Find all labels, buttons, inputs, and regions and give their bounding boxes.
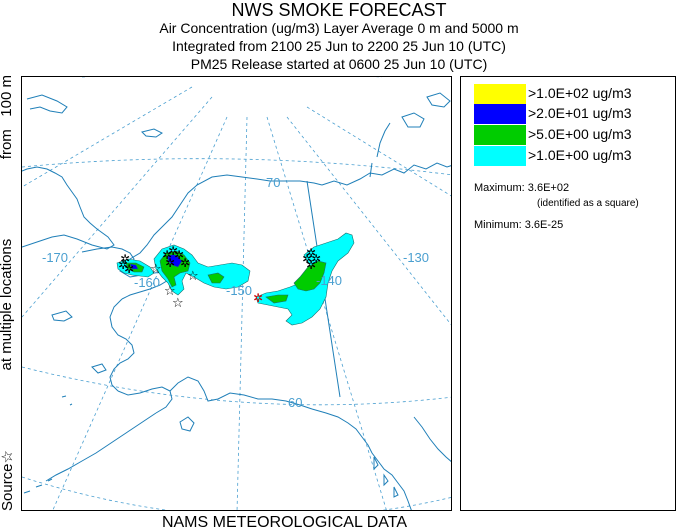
longitude-m130-line: [286, 116, 451, 326]
source-label-height: from 100 m: [0, 75, 15, 160]
source-star-icon: ✲: [306, 258, 316, 272]
plume-west-blue: [129, 263, 139, 270]
bc-coast: [413, 416, 451, 462]
legend-label: >1.0E+00 ug/m3: [528, 147, 632, 163]
source-star-icon: ✲: [253, 291, 263, 305]
lat-60-label: 60: [288, 395, 302, 410]
legend-label: >1.0E+02 ug/m3: [528, 85, 632, 101]
integration-period: Integrated from 2100 25 Jun to 2200 25 J…: [172, 38, 506, 54]
source-star-icon: ☆: [150, 261, 162, 276]
maximum-row: Maximum: 3.6E+02: [474, 182, 569, 194]
coastlines: [22, 92, 451, 510]
alaska-map[interactable]: ✲ ✲ ✲ ✲ ✲ ✲ ✲ ✲ ✲ ✲ ✲ ✲ ✲ ☆ ☆ ☆ ☆ 70 60 …: [22, 77, 452, 511]
latitude-70-line: [22, 158, 451, 176]
source-label-middle: at multiple locations: [0, 238, 15, 371]
panhandle-islands: [373, 456, 399, 498]
latitude-50-line: [22, 476, 451, 510]
canada-arctic-coast: [321, 162, 451, 186]
lon-m170-label: -170: [42, 250, 68, 265]
longitude-m170-line: [22, 96, 213, 318]
plume-east-green-2: [265, 294, 289, 304]
plume-center-green-2: [207, 272, 225, 284]
source-star-icon: ✲: [165, 256, 175, 270]
source-star-icon: ☆: [0, 450, 16, 464]
minimum-label: Minimum:: [474, 219, 522, 231]
source-star-icon: ✲: [311, 252, 321, 266]
lon-m130-label: -130: [403, 250, 429, 265]
lon-m150-label: -150: [226, 283, 252, 298]
lon-m160-label: -160: [134, 275, 160, 290]
alaska-north-coast: [129, 174, 323, 260]
cook-inlet-coast: [169, 376, 313, 410]
meteorological-data-label: NAMS METEOROLOGICAL DATA: [161, 514, 408, 531]
arctic-islands: [401, 92, 451, 128]
maximum-note: (identified as a square): [537, 198, 639, 209]
source-star-icon: ☆: [172, 295, 184, 310]
source-star-icon: ✲: [118, 258, 128, 272]
pribilof-islands: [61, 395, 73, 406]
aleutian-islands: [23, 478, 53, 494]
smoke-plumes[interactable]: [116, 232, 355, 326]
longitude-m160-line: [52, 116, 228, 510]
source-star-icon: ✲: [306, 246, 316, 260]
kodiak-island: [179, 416, 195, 432]
lake-river: [369, 122, 391, 178]
longitude-m180-line: [22, 86, 193, 188]
source-star-icon: ✲: [124, 262, 134, 276]
legend-swatch: [474, 84, 526, 104]
maximum-label: Maximum:: [474, 182, 525, 194]
source-star-icon: ✲: [120, 252, 130, 266]
source-label-prefix: Source☆: [0, 450, 16, 511]
source-star-icon: ☆: [164, 283, 176, 298]
latitude-60-line: [22, 366, 451, 406]
plume-center-blue: [167, 254, 183, 268]
lon-m140-label: -140: [316, 273, 342, 288]
lat-70-label: 70: [266, 175, 280, 190]
longitude-m120-line: [306, 106, 451, 197]
legend-label: >2.0E+01 ug/m3: [528, 105, 632, 121]
southeast-alaska: [311, 408, 412, 510]
alaska-peninsula: [45, 412, 157, 482]
source-side-label: Source☆ at multiple locations from 100 m: [0, 75, 18, 511]
source-star-icon: ✲: [302, 252, 312, 266]
legend-label: >5.0E+00 ug/m3: [528, 126, 632, 142]
minimum-row: Minimum: 3.6E-25: [474, 219, 563, 231]
legend-swatch: [474, 125, 526, 145]
source-star-icon: ✲: [168, 244, 178, 258]
nunivak-island: [91, 363, 107, 374]
maximum-value: 3.6E+02: [527, 182, 570, 194]
map-panel[interactable]: ✲ ✲ ✲ ✲ ✲ ✲ ✲ ✲ ✲ ✲ ✲ ✲ ✲ ☆ ☆ ☆ ☆ 70 60 …: [21, 76, 452, 511]
outline-source-markers[interactable]: ☆ ☆ ☆ ☆: [150, 261, 199, 310]
source-markers[interactable]: ✲ ✲ ✲ ✲ ✲ ✲ ✲ ✲ ✲ ✲ ✲ ✲ ✲: [118, 244, 321, 305]
graticule-labels: 70 60 -170 -160 -150 -140 -130: [42, 175, 429, 410]
forecast-title: NWS SMOKE FORECAST: [231, 0, 447, 20]
siberia-north: [26, 94, 68, 114]
bristol-bay: [117, 386, 173, 414]
release-start: PM25 Release started at 0600 25 Jun 10 (…: [190, 56, 488, 72]
alaska-west-coast: [109, 298, 135, 392]
source-star-icon: ✲: [162, 248, 172, 262]
siberia-coast: [22, 166, 115, 250]
legend-swatch: [474, 146, 526, 166]
source-star-icon: ✲: [180, 256, 190, 270]
concentration-subtitle: Air Concentration (ug/m3) Layer Average …: [159, 20, 519, 36]
wrangel-island: [141, 128, 163, 138]
legend-swatch: [474, 104, 526, 124]
source-star-icon: ☆: [187, 268, 199, 283]
st-lawrence-island: [51, 310, 73, 322]
plume-center-green: [159, 250, 191, 288]
minimum-value: 3.6E-25: [524, 219, 564, 231]
source-star-icon: ✲: [174, 248, 184, 262]
graticule: [22, 77, 451, 510]
legend-panel: >1.0E+02 ug/m3 >2.0E+01 ug/m3 >5.0E+00 u…: [460, 76, 676, 511]
plume-east-green: [293, 260, 327, 292]
